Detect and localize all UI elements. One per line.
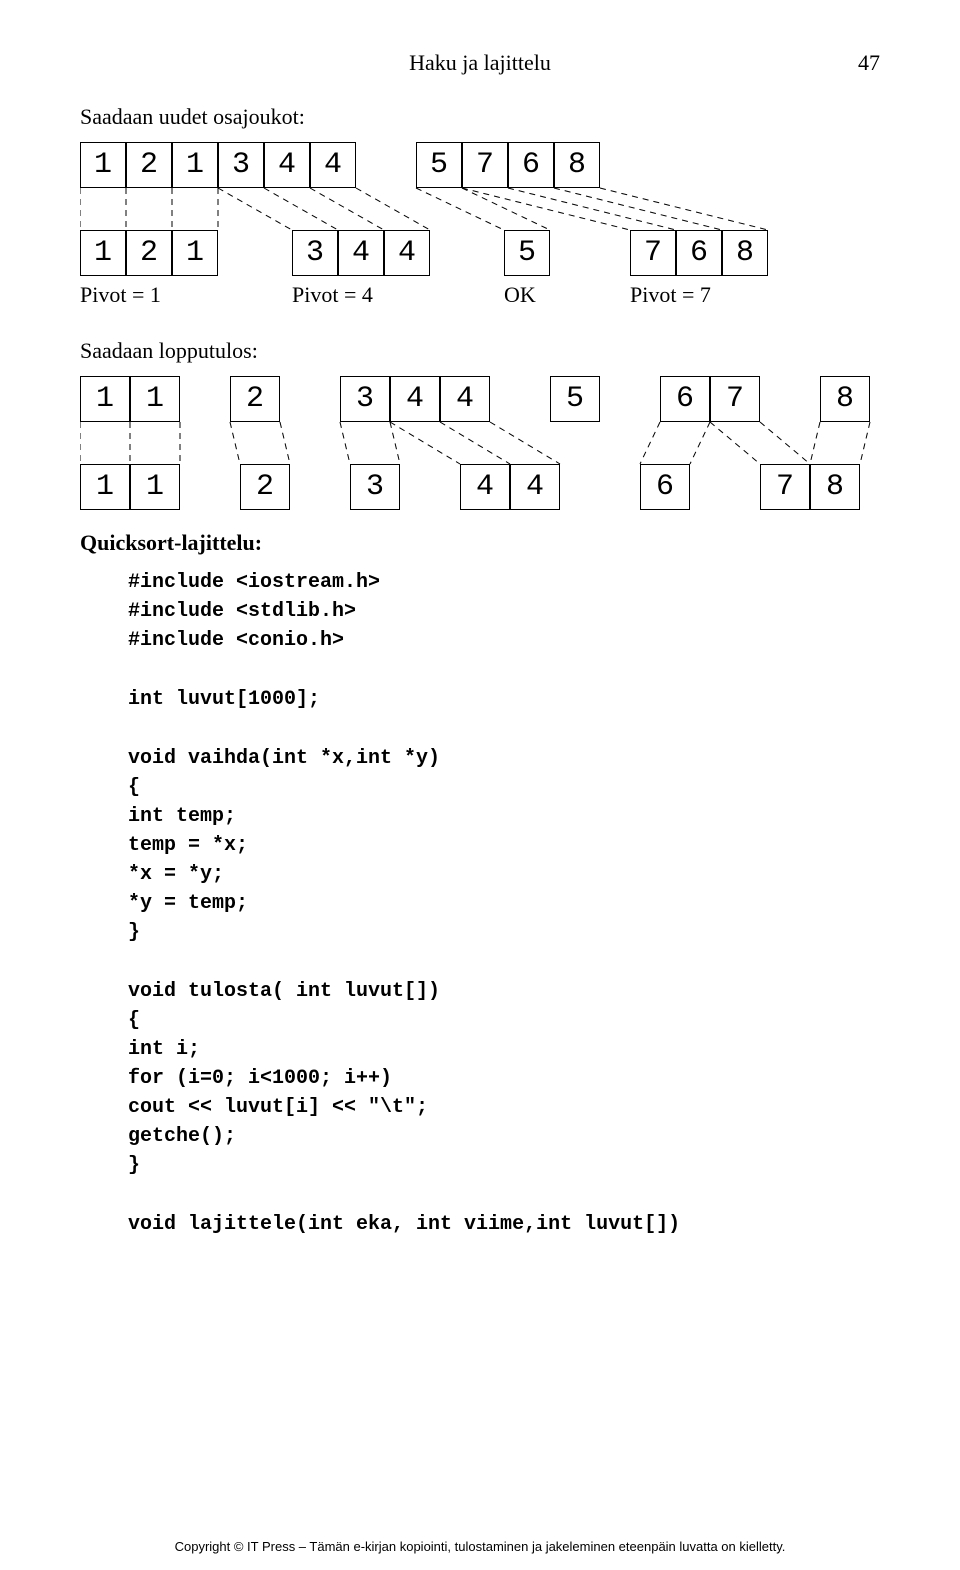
label-ok: OK: [504, 282, 536, 308]
intro-1: Saadaan uudet osajoukot:: [80, 104, 880, 130]
array-cell: 4: [264, 142, 310, 188]
array-cell: 8: [722, 230, 768, 276]
array-cell: 8: [820, 376, 870, 422]
page-number: 47: [858, 50, 880, 76]
array-cell: 1: [80, 464, 130, 510]
array-cell: 1: [172, 142, 218, 188]
page-header: Haku ja lajittelu 47: [80, 50, 880, 76]
intro-2: Saadaan lopputulos:: [80, 338, 880, 364]
array-cell: 4: [384, 230, 430, 276]
quicksort-heading: Quicksort-lajittelu:: [80, 530, 880, 556]
array-cell: 5: [416, 142, 462, 188]
array-cell: 1: [80, 142, 126, 188]
code-includes: #include <iostream.h> #include <stdlib.h…: [128, 568, 880, 655]
quicksort-diagram-1: 12134457681213445768: [80, 142, 880, 278]
array-cell: 4: [310, 142, 356, 188]
array-cell: 5: [504, 230, 550, 276]
array-cell: 8: [554, 142, 600, 188]
array-cell: 1: [130, 464, 180, 510]
array-cell: 2: [240, 464, 290, 510]
array-cell: 1: [80, 230, 126, 276]
array-cell: 6: [508, 142, 554, 188]
label-pivot-4: Pivot = 4: [292, 282, 373, 308]
array-cell: 3: [340, 376, 390, 422]
array-cell: 1: [80, 376, 130, 422]
array-cell: 6: [660, 376, 710, 422]
code-lajittele: void lajittele(int eka, int viime,int lu…: [128, 1210, 880, 1239]
pivot-labels-row: Pivot = 1 Pivot = 4 OK Pivot = 7: [80, 282, 880, 308]
code-vaihda: void vaihda(int *x,int *y) { int temp; t…: [128, 744, 880, 947]
array-cell: 4: [510, 464, 560, 510]
array-cell: 3: [350, 464, 400, 510]
array-cell: 2: [126, 230, 172, 276]
footer-copyright: Copyright © IT Press – Tämän e-kirjan ko…: [0, 1539, 960, 1554]
array-cell: 4: [338, 230, 384, 276]
array-cell: 5: [550, 376, 600, 422]
array-cell: 3: [292, 230, 338, 276]
array-cell: 1: [172, 230, 218, 276]
header-title: Haku ja lajittelu: [80, 50, 880, 76]
array-cell: 4: [390, 376, 440, 422]
array-cell: 7: [710, 376, 760, 422]
code-tulosta: void tulosta( int luvut[]) { int i; for …: [128, 977, 880, 1180]
array-cell: 7: [760, 464, 810, 510]
array-cell: 4: [440, 376, 490, 422]
array-cell: 2: [230, 376, 280, 422]
array-cell: 6: [676, 230, 722, 276]
label-pivot-7: Pivot = 7: [630, 282, 711, 308]
array-cell: 8: [810, 464, 860, 510]
array-cell: 7: [462, 142, 508, 188]
array-cell: 6: [640, 464, 690, 510]
array-cell: 3: [218, 142, 264, 188]
array-cell: 4: [460, 464, 510, 510]
code-decl: int luvut[1000];: [128, 685, 880, 714]
quicksort-diagram-2: 1123445678112344678: [80, 376, 900, 512]
array-cell: 1: [130, 376, 180, 422]
label-pivot-1: Pivot = 1: [80, 282, 161, 308]
array-cell: 2: [126, 142, 172, 188]
array-cell: 7: [630, 230, 676, 276]
